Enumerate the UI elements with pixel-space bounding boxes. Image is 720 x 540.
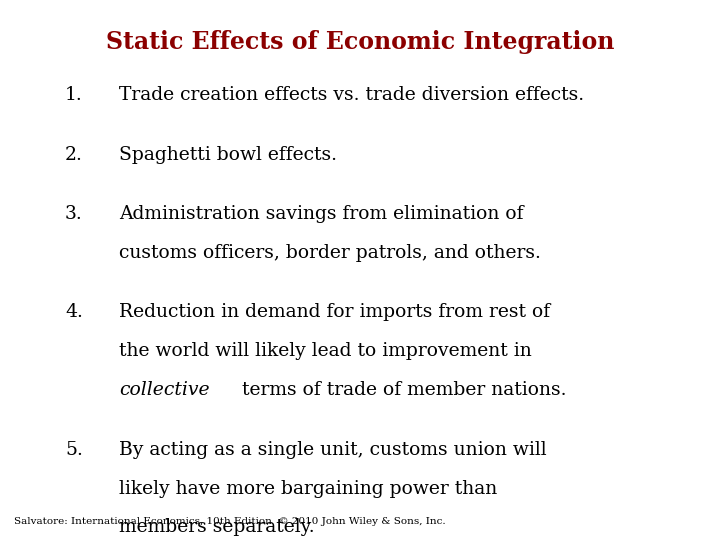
Text: terms of trade of member nations.: terms of trade of member nations. bbox=[235, 381, 566, 399]
Text: customs officers, border patrols, and others.: customs officers, border patrols, and ot… bbox=[119, 244, 541, 262]
Text: 1.: 1. bbox=[65, 86, 83, 104]
Text: the world will likely lead to improvement in: the world will likely lead to improvemen… bbox=[119, 342, 531, 360]
Text: members separately.: members separately. bbox=[119, 518, 315, 536]
Text: 5.: 5. bbox=[65, 441, 83, 458]
Text: Reduction in demand for imports from rest of: Reduction in demand for imports from res… bbox=[119, 303, 550, 321]
Text: By acting as a single unit, customs union will: By acting as a single unit, customs unio… bbox=[119, 441, 546, 458]
Text: Static Effects of Economic Integration: Static Effects of Economic Integration bbox=[106, 30, 614, 53]
Text: Administration savings from elimination of: Administration savings from elimination … bbox=[119, 205, 523, 223]
Text: Salvatore: International Economics, 10th Edition  © 2010 John Wiley & Sons, Inc.: Salvatore: International Economics, 10th… bbox=[14, 517, 446, 526]
Text: Trade creation effects vs. trade diversion effects.: Trade creation effects vs. trade diversi… bbox=[119, 86, 584, 104]
Text: likely have more bargaining power than: likely have more bargaining power than bbox=[119, 480, 497, 497]
Text: 4.: 4. bbox=[65, 303, 83, 321]
Text: collective: collective bbox=[119, 381, 210, 399]
Text: 3.: 3. bbox=[65, 205, 83, 223]
Text: 2.: 2. bbox=[65, 146, 83, 164]
Text: Spaghetti bowl effects.: Spaghetti bowl effects. bbox=[119, 146, 337, 164]
